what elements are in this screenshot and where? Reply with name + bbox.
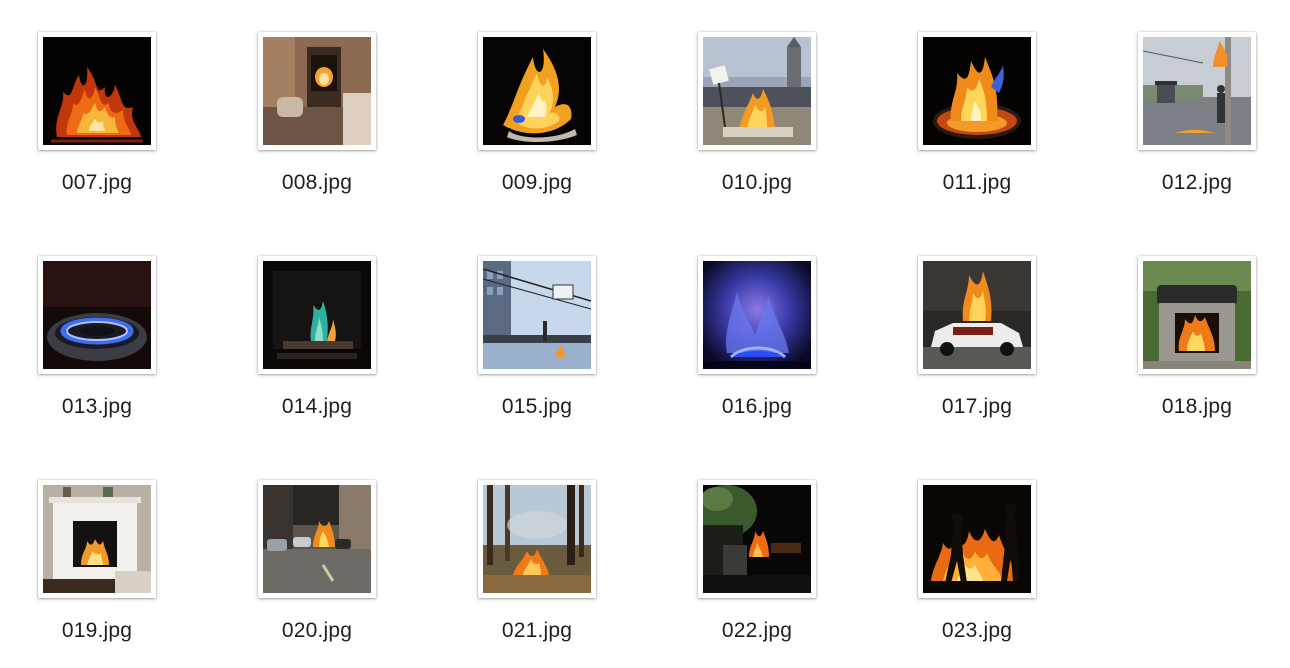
file-name: 015.jpg (501, 395, 573, 418)
street-riot-fire-thumbnail-icon (703, 37, 811, 145)
file-name: 013.jpg (61, 395, 133, 418)
file-item[interactable]: 017.jpg (880, 224, 1060, 424)
file-name: 023.jpg (941, 619, 1013, 642)
file-item[interactable]: 013.jpg (0, 224, 180, 424)
file-thumbnail[interactable] (258, 32, 376, 150)
file-item[interactable]: 012.jpg (1100, 0, 1280, 200)
file-name: 012.jpg (1161, 171, 1233, 194)
file-item[interactable]: 007.jpg (0, 0, 180, 200)
file-item[interactable]: 016.jpg (660, 224, 840, 424)
file-thumbnail[interactable] (38, 480, 156, 598)
file-name: 009.jpg (501, 171, 573, 194)
file-thumbnail[interactable] (38, 32, 156, 150)
night-tree-fire-thumbnail-icon (703, 485, 811, 593)
burning-police-car-thumbnail-icon (923, 261, 1031, 369)
file-name: 016.jpg (721, 395, 793, 418)
file-thumbnail[interactable] (478, 480, 596, 598)
street-pole-fire-thumbnail-icon (1143, 37, 1251, 145)
winter-street-thumbnail-icon (483, 261, 591, 369)
white-brick-fireplace-thumbnail-icon (43, 485, 151, 593)
file-thumbnail[interactable] (478, 32, 596, 150)
dark-fireplace-thumbnail-icon (263, 261, 371, 369)
outdoor-stove-fire-thumbnail-icon (1143, 261, 1251, 369)
file-thumbnail[interactable] (1138, 32, 1256, 150)
file-name: 022.jpg (721, 619, 793, 642)
fire-on-black-thumbnail-icon (43, 37, 151, 145)
file-name: 020.jpg (281, 619, 353, 642)
file-thumbnail[interactable] (258, 256, 376, 374)
file-thumbnail[interactable] (918, 480, 1036, 598)
file-thumbnail[interactable] (698, 480, 816, 598)
fire-pit-thumbnail-icon (923, 37, 1031, 145)
file-item[interactable]: 023.jpg (880, 448, 1060, 648)
file-name: 008.jpg (281, 171, 353, 194)
file-name: 014.jpg (281, 395, 353, 418)
blue-gas-flame-thumbnail-icon (703, 261, 811, 369)
file-item[interactable]: 009.jpg (440, 0, 620, 200)
street-car-fire-thumbnail-icon (263, 485, 371, 593)
file-name: 017.jpg (941, 395, 1013, 418)
file-thumbnail[interactable] (1138, 256, 1256, 374)
file-name: 018.jpg (1161, 395, 1233, 418)
file-item[interactable]: 008.jpg (220, 0, 400, 200)
file-item[interactable]: 021.jpg (440, 448, 620, 648)
file-name: 007.jpg (61, 171, 133, 194)
file-item[interactable]: 014.jpg (220, 224, 400, 424)
file-thumbnail[interactable] (698, 32, 816, 150)
file-name: 010.jpg (721, 171, 793, 194)
file-thumbnail[interactable] (918, 32, 1036, 150)
file-thumbnail[interactable] (38, 256, 156, 374)
file-thumbnail[interactable] (698, 256, 816, 374)
file-name: 011.jpg (942, 171, 1012, 194)
file-item[interactable]: 020.jpg (220, 448, 400, 648)
file-thumbnail[interactable] (258, 480, 376, 598)
file-item[interactable]: 018.jpg (1100, 224, 1280, 424)
file-name: 021.jpg (501, 619, 573, 642)
file-thumbnail[interactable] (918, 256, 1036, 374)
forest-fire-thumbnail-icon (483, 485, 591, 593)
fireplace-room-thumbnail-icon (263, 37, 371, 145)
file-thumbnail[interactable] (478, 256, 596, 374)
file-name: 019.jpg (61, 619, 133, 642)
burning-paper-thumbnail-icon (483, 37, 591, 145)
file-item[interactable]: 015.jpg (440, 224, 620, 424)
file-item[interactable]: 019.jpg (0, 448, 180, 648)
file-item[interactable]: 011.jpg (880, 0, 1060, 200)
gas-burner-thumbnail-icon (43, 261, 151, 369)
file-item[interactable]: 022.jpg (660, 448, 840, 648)
file-item[interactable]: 010.jpg (660, 0, 840, 200)
night-bonfire-figures-thumbnail-icon (923, 485, 1031, 593)
